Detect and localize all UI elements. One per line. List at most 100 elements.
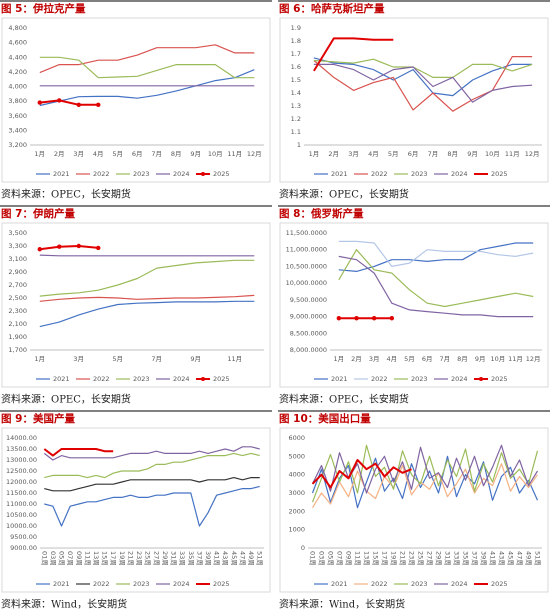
series-line bbox=[39, 44, 255, 74]
y-tick-label: 4,200 bbox=[8, 68, 27, 76]
y-tick-label: 8,500.0000 bbox=[290, 329, 327, 337]
x-tick-label: 13周 bbox=[363, 551, 371, 566]
x-tick-label: 47周 bbox=[238, 551, 246, 566]
x-tick-label: 31周 bbox=[444, 551, 452, 566]
y-tick-label: 3,300 bbox=[8, 242, 27, 250]
legend-label: 2023 bbox=[133, 375, 150, 383]
x-tick-label: 43周 bbox=[498, 551, 506, 566]
x-tick-label: 7月 bbox=[440, 355, 451, 363]
y-tick-label: 10,500.0000 bbox=[286, 262, 327, 270]
panel-title: 图 5：伊拉克产量 bbox=[1, 2, 86, 15]
x-tick-label: 39周 bbox=[204, 551, 212, 566]
series-line bbox=[311, 455, 539, 509]
x-tick-label: 41周 bbox=[213, 551, 221, 566]
x-tick-label: 11月 bbox=[227, 150, 242, 158]
y-tick-label: 1 bbox=[297, 141, 301, 149]
series-line bbox=[338, 240, 534, 267]
series-line bbox=[39, 294, 255, 302]
y-tick-label: 3,500 bbox=[8, 229, 27, 237]
x-tick-label: 27周 bbox=[152, 551, 160, 566]
y-tick-label: 1.7 bbox=[291, 50, 301, 58]
x-tick-label: 9月 bbox=[190, 150, 201, 158]
y-tick-label: 12500.00 bbox=[6, 467, 37, 475]
panel-title: 图 6：哈萨克斯坦产量 bbox=[279, 2, 385, 15]
legend-label: 2024 bbox=[173, 170, 190, 178]
x-tick-label: 9月 bbox=[190, 355, 201, 363]
series-marker bbox=[96, 245, 101, 251]
series-line bbox=[43, 446, 260, 461]
source-note: 资料来源：Wind，长安期货 bbox=[279, 598, 405, 611]
y-tick-label: 4,600 bbox=[8, 39, 27, 47]
x-tick-label: 05周 bbox=[58, 551, 66, 566]
panel-title: 图 10：美国出口量 bbox=[279, 412, 371, 425]
legend-label: 2022 bbox=[371, 170, 388, 178]
x-tick-label: 15周 bbox=[101, 551, 109, 566]
legend-label: 2021 bbox=[331, 170, 348, 178]
series-line bbox=[39, 254, 255, 257]
x-tick-label: 3月 bbox=[369, 355, 380, 363]
legend-label: 2021 bbox=[331, 375, 348, 383]
x-tick-label: 2月 bbox=[351, 355, 362, 363]
source-note: 资料来源：OPEC，长安期货 bbox=[279, 188, 409, 201]
y-tick-label: 8,000.0000 bbox=[290, 346, 327, 354]
y-tick-label: 2,100 bbox=[8, 320, 27, 328]
x-tick-label: 10月 bbox=[208, 150, 223, 158]
y-tick-label: 1.2 bbox=[291, 115, 301, 123]
x-tick-label: 37周 bbox=[471, 551, 479, 566]
legend-label: 2025 bbox=[213, 580, 230, 588]
legend-label: 2025 bbox=[213, 375, 230, 383]
x-tick-label: 49周 bbox=[247, 551, 255, 566]
y-tick-label: 6000 bbox=[288, 434, 305, 442]
series-line bbox=[44, 485, 260, 527]
series-marker bbox=[371, 316, 377, 321]
legend-label: 2025 bbox=[491, 580, 508, 588]
legend-label: 2023 bbox=[411, 580, 428, 588]
x-tick-label: 33周 bbox=[453, 551, 461, 566]
y-tick-label: 1.8 bbox=[291, 37, 301, 45]
legend-label: 2025 bbox=[213, 170, 230, 178]
y-tick-label: 3000 bbox=[288, 489, 305, 497]
y-tick-label: 5000 bbox=[288, 452, 305, 460]
y-tick-label: 0 bbox=[301, 544, 305, 552]
x-tick-label: 03周 bbox=[318, 551, 326, 566]
legend-label: 2023 bbox=[411, 170, 428, 178]
x-tick-label: 43周 bbox=[221, 551, 229, 566]
x-tick-label: 4月 bbox=[387, 355, 398, 363]
y-tick-label: 9000.00 bbox=[10, 544, 37, 552]
series-line bbox=[313, 56, 533, 112]
x-tick-label: 9月 bbox=[467, 150, 478, 158]
y-tick-label: 9,000.0000 bbox=[290, 313, 327, 321]
series-line bbox=[338, 249, 534, 308]
legend-label: 2022 bbox=[93, 375, 110, 383]
series-marker bbox=[96, 102, 101, 107]
x-tick-label: 7月 bbox=[428, 150, 439, 158]
series-line bbox=[44, 477, 260, 492]
y-tick-label: 2,500 bbox=[8, 294, 27, 302]
y-tick-label: 2,700 bbox=[8, 281, 27, 289]
chart-frame bbox=[279, 222, 549, 388]
x-tick-label: 23周 bbox=[135, 551, 143, 566]
series-line bbox=[311, 463, 538, 509]
legend-label: 2021 bbox=[53, 170, 70, 178]
x-tick-label: 47周 bbox=[516, 551, 524, 566]
y-tick-label: 3,800 bbox=[8, 97, 27, 105]
y-tick-label: 2000 bbox=[288, 507, 305, 515]
x-tick-label: 07周 bbox=[336, 551, 344, 566]
y-tick-label: 10,000.0000 bbox=[286, 279, 327, 287]
panel-title: 图 8：俄罗斯产量 bbox=[279, 207, 364, 220]
chart-frame bbox=[279, 427, 549, 593]
x-tick-label: 19周 bbox=[118, 551, 126, 566]
series-line bbox=[313, 58, 533, 78]
x-tick-label: 31周 bbox=[170, 551, 178, 566]
y-tick-label: 1.4 bbox=[291, 89, 301, 97]
x-tick-label: 21周 bbox=[399, 551, 407, 566]
source-note: 资料来源：Wind，长安期货 bbox=[1, 598, 127, 611]
x-tick-label: 27周 bbox=[426, 551, 434, 566]
x-tick-label: 6月 bbox=[132, 150, 143, 158]
x-tick-label: 1月 bbox=[34, 150, 45, 158]
y-tick-label: 4,800 bbox=[8, 24, 27, 32]
y-tick-label: 9,500.0000 bbox=[290, 296, 327, 304]
x-tick-label: 07周 bbox=[66, 551, 74, 566]
x-tick-label: 33周 bbox=[178, 551, 186, 566]
y-tick-label: 10500.00 bbox=[6, 511, 37, 519]
